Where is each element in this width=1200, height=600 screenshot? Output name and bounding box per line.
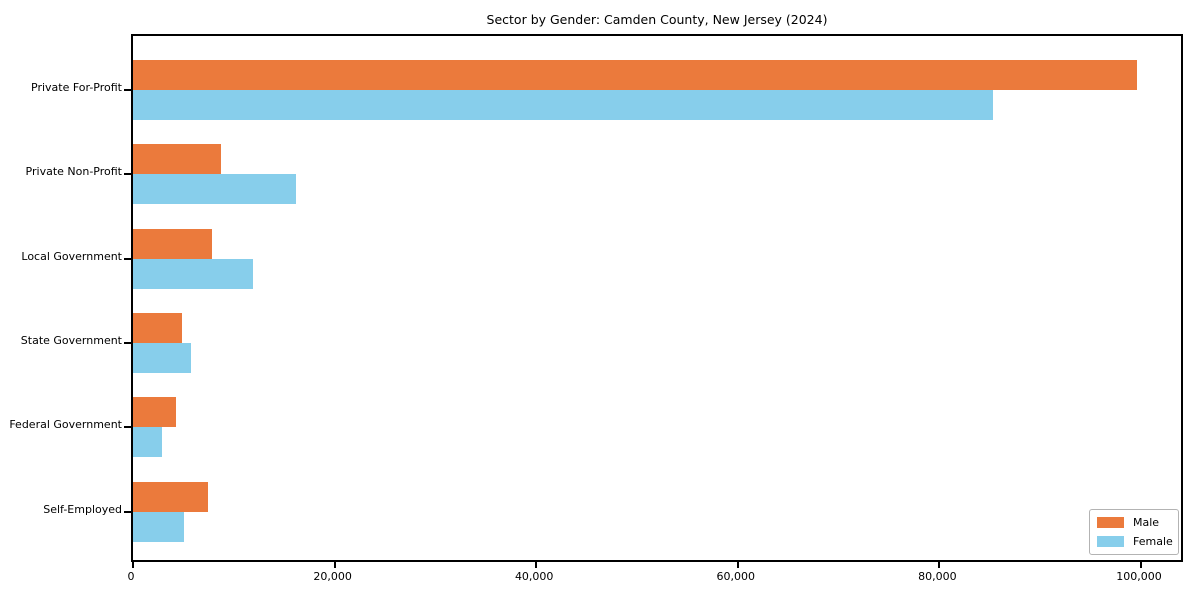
bar-female-private-non-profit (133, 174, 297, 205)
bar-female-private-for-profit (133, 90, 993, 120)
x-tick-label: 60,000 (716, 570, 756, 583)
y-tick (124, 173, 132, 176)
x-tick (132, 562, 134, 568)
category-label-federal-government: Federal Government (9, 418, 122, 432)
y-tick (124, 89, 132, 91)
x-tick (333, 562, 336, 568)
x-tick (736, 562, 739, 568)
bar-male-state-government (133, 312, 183, 343)
y-tick (124, 341, 132, 344)
plot-area: Male Female (124, 34, 1183, 568)
x-tick-label: 80,000 (918, 570, 957, 583)
legend-swatch-female (1097, 536, 1124, 547)
bar-female-local-government (133, 258, 253, 289)
bar-female-self-employed (133, 511, 185, 542)
category-label-private-non-profit: Private Non-Profit (25, 165, 122, 179)
legend-item-female: Female (1097, 534, 1173, 549)
bar-male-federal-government (133, 397, 177, 428)
legend-label-male: Male (1133, 516, 1160, 529)
y-tick (124, 510, 132, 513)
y-tick (124, 257, 132, 260)
x-tick (1140, 562, 1142, 568)
bar-female-federal-government (133, 427, 163, 458)
y-tick (124, 426, 132, 429)
x-tick-label: 100,000 (1116, 570, 1162, 583)
x-tick-label: 40,000 (514, 570, 554, 583)
x-tick-label: 0 (127, 570, 135, 583)
x-tick (938, 562, 941, 568)
bar-male-local-government (133, 228, 212, 259)
bar-male-private-for-profit (133, 60, 1137, 90)
category-label-self-employed: Self-Employed (43, 502, 122, 516)
x-tick-label: 20,000 (313, 570, 352, 583)
legend-label-female: Female (1133, 535, 1173, 548)
bar-male-private-non-profit (133, 144, 221, 175)
legend: Male Female (1089, 509, 1179, 555)
category-label-state-government: State Government (20, 333, 122, 347)
bar-male-self-employed (133, 481, 208, 512)
bar-female-state-government (133, 342, 192, 373)
category-label-local-government: Local Government (21, 249, 122, 263)
chart-title: Sector by Gender: Camden County, New Jer… (486, 12, 828, 27)
category-label-private-for-profit: Private For-Profit (31, 81, 122, 94)
x-tick (535, 562, 538, 568)
legend-swatch-male (1097, 517, 1124, 528)
legend-item-male: Male (1097, 515, 1171, 530)
